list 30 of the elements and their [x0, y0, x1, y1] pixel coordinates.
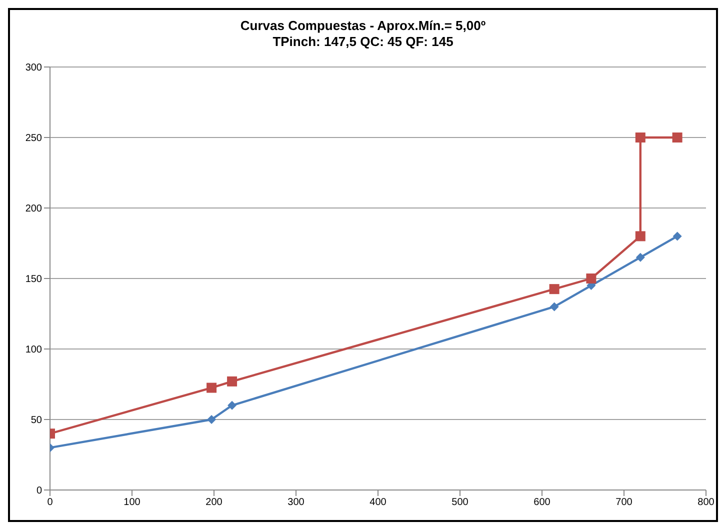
x-tick-label: 200: [206, 497, 223, 508]
x-tick-label: 100: [124, 497, 141, 508]
point: [206, 382, 217, 393]
point: [228, 400, 237, 410]
point: [672, 132, 682, 142]
x-tick-label: 700: [616, 497, 633, 508]
y-tick-label: 300: [25, 62, 42, 74]
x-tick-label: 0: [47, 497, 54, 508]
point: [550, 302, 559, 312]
chart-title: Curvas Compuestas - Aprox.Mín.= 5,00º: [239, 18, 487, 34]
point: [672, 232, 682, 241]
y-tick-label: 150: [25, 274, 42, 286]
y-tick-label: 0: [36, 486, 42, 497]
x-tick-label: 500: [452, 497, 469, 508]
y-tick-label: 200: [25, 204, 42, 215]
point: [207, 415, 216, 424]
point: [586, 274, 596, 284]
chart-subtitle: TPinch: 147,5 QC: 45 QF: 145: [272, 34, 454, 50]
point: [636, 252, 645, 262]
point: [635, 132, 646, 142]
point: [635, 231, 646, 242]
point: [549, 284, 560, 294]
x-tick-label: 800: [698, 497, 715, 508]
x-tick-label: 600: [534, 497, 551, 508]
point: [227, 376, 238, 386]
y-tick-label: 50: [30, 415, 42, 426]
x-tick-label: 300: [288, 497, 305, 508]
y-tick-label: 250: [25, 133, 42, 144]
x-tick-label: 400: [370, 497, 387, 508]
y-tick-label: 100: [25, 344, 42, 356]
